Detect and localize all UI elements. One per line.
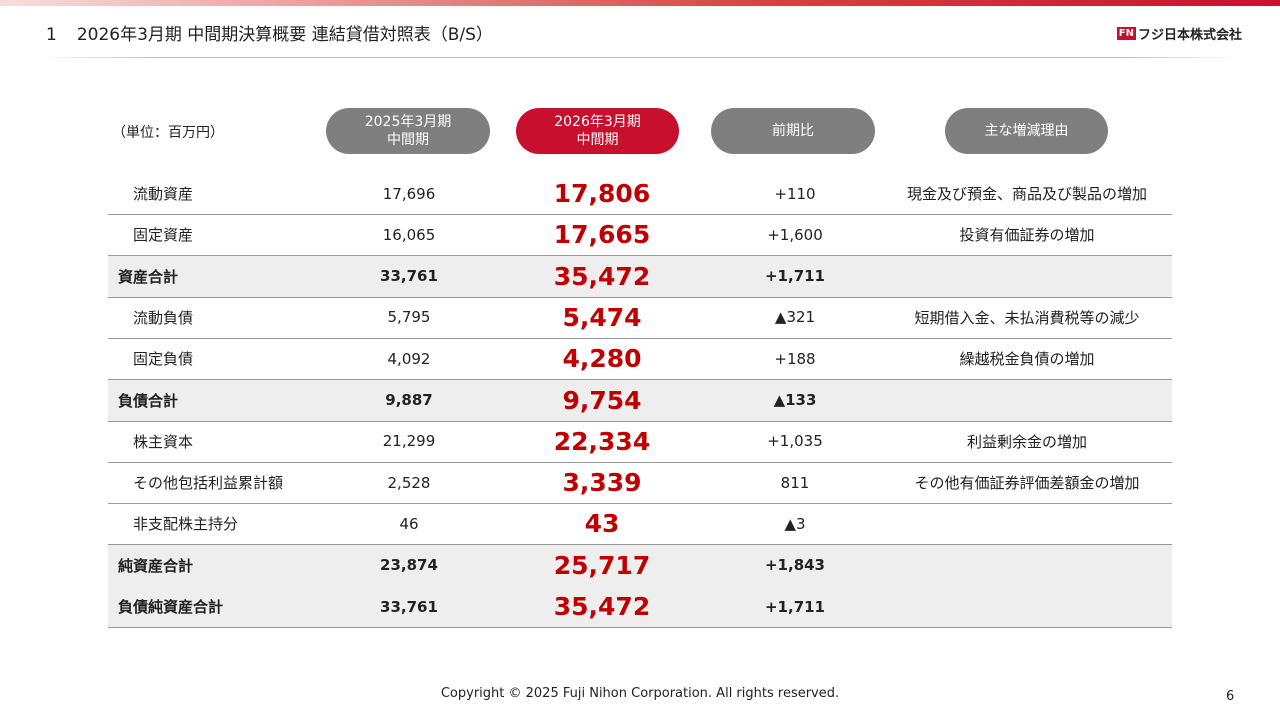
current-value: 43	[584, 509, 620, 539]
title-text: 2026年3月期 中間期決算概要 連結貸借対照表（B/S）	[76, 25, 493, 45]
top-bar	[0, 0, 1280, 6]
column-header-line: 中間期	[576, 132, 619, 148]
row-label: 純資産合計	[118, 556, 194, 575]
unit-label: （単位：百万円）	[112, 125, 224, 141]
current-value: 3,339	[562, 468, 642, 498]
prev-value: 23,874	[380, 556, 438, 575]
column-header-line: 主な増減理由	[984, 123, 1069, 139]
current-value: 4,280	[562, 344, 642, 374]
change-value: +1,035	[767, 432, 823, 451]
change-value: 811	[780, 473, 810, 492]
row-label: 非支配株主持分	[133, 515, 239, 534]
current-value: 5,474	[562, 302, 642, 332]
row-label: その他包括利益累計額	[133, 474, 284, 493]
row-label: 負債合計	[118, 391, 179, 410]
change-value: +110	[774, 184, 816, 203]
logo-text: フジ日本株式会社	[1137, 28, 1242, 43]
table-row: 固定負債 4,092 4,280 +188 繰越税金負債の増加	[108, 338, 1172, 381]
current-value: 25,717	[553, 550, 651, 580]
subtotal-row: 負債純資産合計 33,761 35,472 +1,711	[108, 586, 1172, 628]
column-header-line: 2026年3月期	[554, 114, 641, 130]
column-header-line: 中間期	[387, 132, 429, 148]
prev-value: 2,528	[387, 473, 431, 492]
reason: 利益剰余金の増加	[966, 432, 1087, 451]
column-header-line: 2025年3月期	[364, 114, 452, 130]
reason: 短期借入金、未払消費税等の減少	[914, 308, 1140, 327]
change-value: +1,711	[764, 267, 825, 286]
change-value: ▲321	[774, 308, 816, 327]
change-value: ▲3	[784, 514, 806, 533]
section-number: 1	[46, 25, 57, 45]
current-value: 17,665	[553, 220, 651, 250]
copyright: Copyright © 2025 Fuji Nihon Corporation.…	[440, 686, 840, 701]
change-value: +1,711	[764, 597, 825, 616]
table-row: 非支配株主持分 46 43 ▲3	[108, 503, 1172, 546]
prev-value: 17,696	[382, 184, 436, 203]
current-value: 17,806	[553, 179, 651, 208]
logo-mark: FN	[1116, 27, 1136, 40]
prev-value: 9,887	[385, 391, 433, 409]
column-header: 前期比	[711, 108, 875, 154]
change-value: +188	[774, 349, 816, 368]
prev-value: 33,761	[380, 267, 438, 286]
row-label: 固定資産	[133, 226, 194, 245]
title-rule	[40, 57, 1240, 58]
change-value: +1,600	[767, 225, 823, 244]
row-label: 株主資本	[133, 432, 194, 451]
reason: その他有価証券評価差額金の増加	[914, 474, 1140, 493]
logo: FN フジ日本株式会社	[1116, 24, 1242, 43]
table-row: その他包括利益累計額 2,528 3,339 811 その他有価証券評価差額金の増加	[108, 462, 1172, 505]
reason: 投資有価証券の増加	[959, 226, 1095, 245]
table-row: 流動資産 17,696 17,806 +110 現金及び預金、商品及び製品の増加	[108, 173, 1172, 215]
column-header: 主な増減理由	[945, 108, 1108, 154]
subtotal-row: 資産合計 33,761 35,472 +1,711	[108, 255, 1172, 298]
row-label: 資産合計	[118, 267, 179, 286]
subtotal-row: 純資産合計 23,874 25,717 +1,843	[108, 544, 1172, 587]
row-label: 固定負債	[133, 350, 194, 369]
prev-value: 21,299	[382, 432, 436, 451]
change-value: ▲133	[773, 391, 817, 409]
row-label: 流動負債	[133, 308, 194, 327]
current-value: 22,334	[553, 426, 651, 456]
row-label: 負債純資産合計	[118, 598, 224, 616]
current-value: 35,472	[553, 592, 651, 621]
prev-value: 46	[399, 514, 419, 533]
title: 1 2026年3月期 中間期決算概要 連結貸借対照表（B/S）	[46, 20, 513, 45]
table-row: 流動負債 5,795 5,474 ▲321 短期借入金、未払消費税等の減少	[108, 297, 1172, 339]
prev-value: 5,795	[387, 308, 431, 327]
current-value: 9,754	[562, 385, 642, 415]
row-label: 流動資産	[133, 185, 194, 203]
reason: 繰越税金負債の増加	[959, 350, 1095, 369]
subtotal-row: 負債合計 9,887 9,754 ▲133	[108, 379, 1172, 422]
prev-value: 16,065	[382, 225, 436, 244]
table-row: 株主資本 21,299 22,334 +1,035 利益剰余金の増加	[108, 421, 1172, 463]
column-header: 2026年3月期 中間期	[516, 108, 679, 154]
prev-value: 4,092	[387, 349, 431, 368]
table-row: 固定資産 16,065 17,665 +1,600 投資有価証券の増加	[108, 214, 1172, 257]
current-value: 35,472	[553, 261, 651, 291]
page-number: 6	[1226, 689, 1235, 704]
column-header-line: 前期比	[772, 123, 814, 139]
prev-value: 33,761	[380, 597, 438, 616]
column-header: 2025年3月期 中間期	[326, 108, 490, 154]
change-value: +1,843	[764, 556, 825, 575]
reason: 現金及び預金、商品及び製品の増加	[906, 185, 1147, 203]
